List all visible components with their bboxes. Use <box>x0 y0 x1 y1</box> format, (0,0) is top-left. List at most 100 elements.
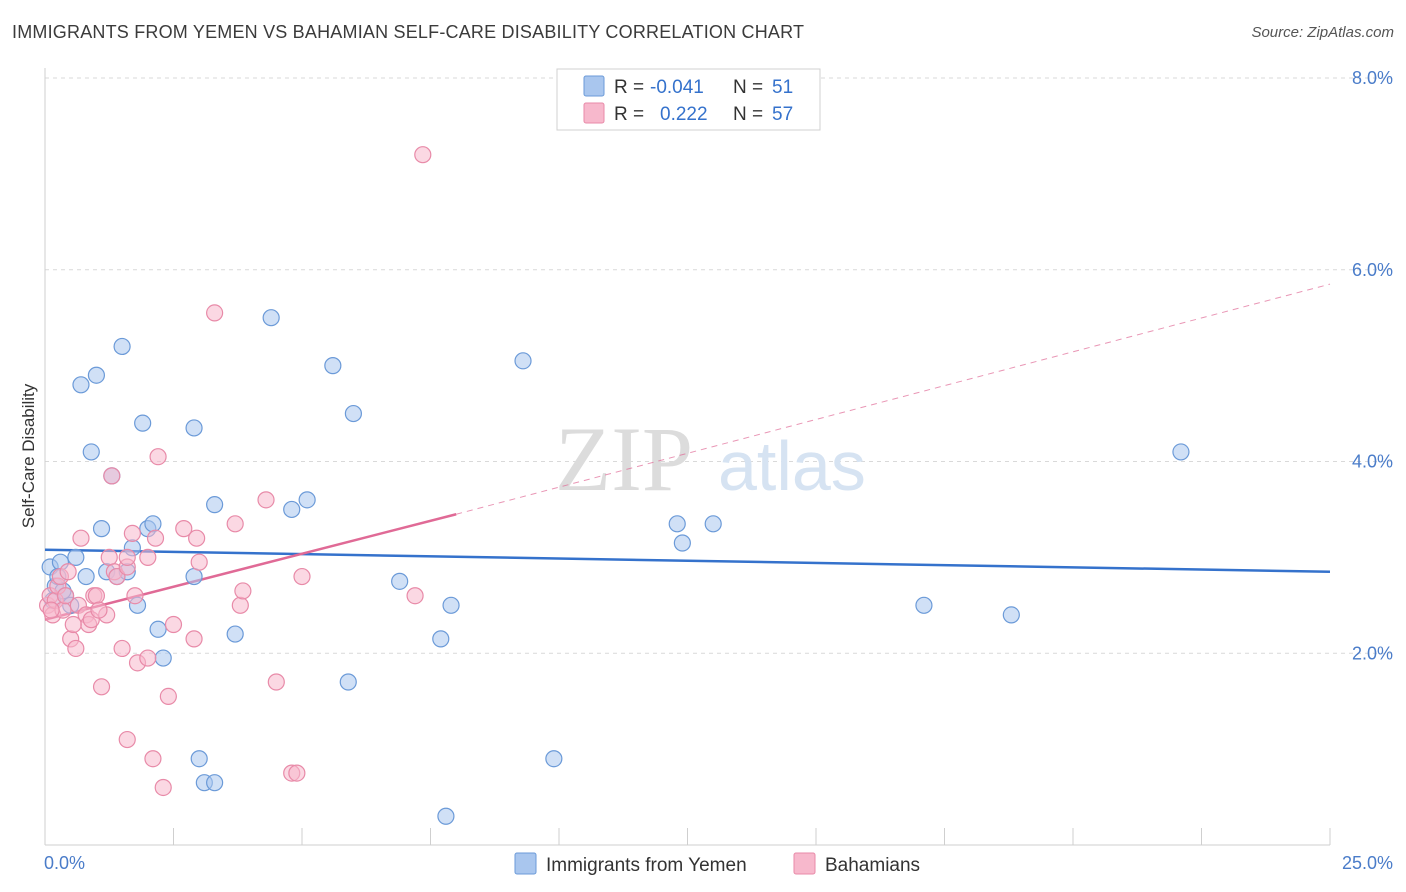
point-yemen <box>226 625 244 643</box>
point-yemen <box>82 443 100 461</box>
point-yemen <box>262 309 280 327</box>
point-bahamians <box>139 649 157 667</box>
point-bahamians <box>118 730 136 749</box>
chart-title: IMMIGRANTS FROM YEMEN VS BAHAMIAN SELF-C… <box>12 22 805 42</box>
point-yemen <box>545 750 563 768</box>
point-bahamians <box>139 548 157 566</box>
bottom-legend-swatch-yemen <box>514 852 537 875</box>
legend-r-label-2: R = <box>614 104 644 125</box>
point-bahamians <box>164 615 183 634</box>
point-bahamians <box>190 553 208 571</box>
point-yemen <box>283 500 301 519</box>
legend-n-label-1: N = <box>733 77 763 98</box>
point-yemen <box>185 567 203 586</box>
point-bahamians <box>113 639 131 658</box>
bottom-legend-swatch-bahamians <box>793 852 816 875</box>
legend-r-value-2: 0.222 <box>660 104 708 125</box>
trend-lines <box>44 283 1331 621</box>
point-yemen <box>92 520 111 538</box>
point-bahamians <box>59 563 77 581</box>
point-bahamians <box>234 582 252 600</box>
watermark-zip: ZIP <box>555 408 693 510</box>
legend-n-label-2: N = <box>733 104 763 125</box>
point-bahamians <box>206 304 224 322</box>
legend-r-value-1: -0.041 <box>650 77 704 98</box>
point-bahamians <box>90 601 108 619</box>
legend-swatch-bahamians <box>583 102 605 124</box>
tick-labels: 2.0% 4.0% 6.0% 8.0% 0.0% 25.0% <box>44 68 1393 873</box>
point-bahamians <box>414 146 432 164</box>
point-bahamians <box>149 448 167 466</box>
point-bahamians <box>144 750 162 768</box>
point-bahamians <box>146 529 165 547</box>
point-bahamians <box>231 596 249 614</box>
watermark: ZIP atlas <box>555 408 866 510</box>
point-yemen <box>915 596 933 614</box>
point-bahamians <box>72 529 90 547</box>
x-tick-label: 0.0% <box>44 853 85 873</box>
legend-swatch-yemen <box>583 75 605 97</box>
y-tick-label: 4.0% <box>1352 452 1393 472</box>
point-bahamians <box>103 467 121 485</box>
point-yemen <box>442 596 460 614</box>
point-yemen <box>391 572 409 590</box>
point-bahamians <box>188 529 206 547</box>
point-yemen <box>77 567 95 586</box>
point-bahamians <box>159 687 177 705</box>
point-yemen <box>206 774 224 792</box>
point-yemen <box>437 807 455 825</box>
legend-n-value-1: 51 <box>772 77 793 98</box>
gridlines <box>45 77 1392 654</box>
point-bahamians <box>175 520 193 538</box>
point-bahamians <box>293 567 311 586</box>
point-yemen <box>1172 443 1190 461</box>
trendline-yemen <box>44 548 1331 574</box>
correlation-legend: R = -0.041 N = 51 R = 0.222 N = 57 <box>556 68 821 131</box>
point-bahamians <box>406 587 424 605</box>
point-yemen <box>324 357 342 375</box>
y-tick-label: 2.0% <box>1352 643 1393 663</box>
point-yemen <box>144 515 162 533</box>
legend-r-label-1: R = <box>614 77 644 98</box>
watermark-atlas: atlas <box>718 427 866 505</box>
point-yemen <box>514 352 532 370</box>
point-yemen <box>185 419 203 437</box>
point-yemen <box>432 630 450 648</box>
series-legend: Immigrants from Yemen Bahamians <box>514 852 920 876</box>
point-bahamians <box>42 601 60 619</box>
point-yemen <box>190 750 208 768</box>
point-bahamians <box>92 678 111 696</box>
point-bahamians <box>56 587 75 605</box>
y-axis-label: Self-Care Disability <box>19 383 38 528</box>
point-bahamians <box>257 491 275 509</box>
source-label: Source: ZipAtlas.com <box>1251 24 1394 41</box>
point-yemen <box>113 337 131 356</box>
point-bahamians <box>87 587 106 605</box>
bottom-legend-label-bahamians: Bahamians <box>825 855 920 876</box>
data-points <box>38 146 1190 825</box>
point-yemen <box>154 649 172 667</box>
point-bahamians <box>100 548 118 566</box>
y-tick-label: 6.0% <box>1352 260 1393 280</box>
axes <box>44 68 1331 846</box>
x-tick-label: 25.0% <box>1342 853 1393 873</box>
bottom-legend-label-yemen: Immigrants from Yemen <box>546 855 747 876</box>
point-bahamians <box>154 778 172 797</box>
point-yemen <box>149 620 167 638</box>
trendline-bahamians-extension <box>456 283 1331 515</box>
point-yemen <box>72 376 90 394</box>
point-yemen <box>67 548 85 566</box>
point-bahamians <box>185 630 203 648</box>
point-yemen <box>134 414 152 432</box>
point-bahamians <box>288 764 306 782</box>
legend-n-value-2: 57 <box>772 104 793 125</box>
point-bahamians <box>118 548 136 566</box>
point-yemen <box>673 534 691 552</box>
point-bahamians <box>67 639 85 658</box>
point-bahamians <box>123 524 141 543</box>
point-yemen <box>339 673 357 691</box>
point-bahamians <box>64 615 82 634</box>
point-yemen <box>344 404 362 423</box>
point-bahamians <box>126 587 144 605</box>
